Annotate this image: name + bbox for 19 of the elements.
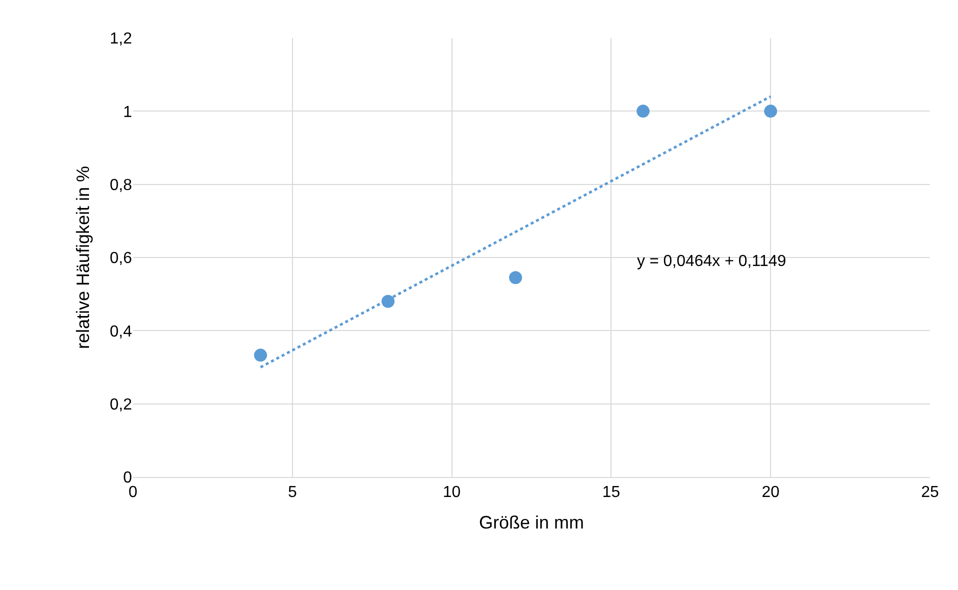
x-axis-title: Größe in mm [478,512,584,532]
y-tick-label: 0,4 [110,323,132,340]
point [636,104,650,118]
x-tick-label: 5 [288,484,297,502]
x-tick-label: 10 [442,484,461,502]
y-tick-label: 0,8 [110,176,132,194]
y-tick-label: 0,2 [110,396,132,414]
x-tick-label: 20 [762,484,780,502]
annotation: y = 0,0464x + 0,1149 [637,253,786,270]
y-tick-label: 0 [123,470,132,487]
y-tick-label: 1 [123,104,132,121]
y-tick-label: 0,6 [110,250,132,268]
point [509,271,522,284]
y-axis-title: relative Häufigkeit in % [72,166,93,350]
x-tick-label: 15 [602,484,620,502]
point [764,104,778,118]
x-tick-label: 25 [921,484,939,502]
point [254,348,268,362]
y-tick-label: 1,2 [110,30,132,48]
